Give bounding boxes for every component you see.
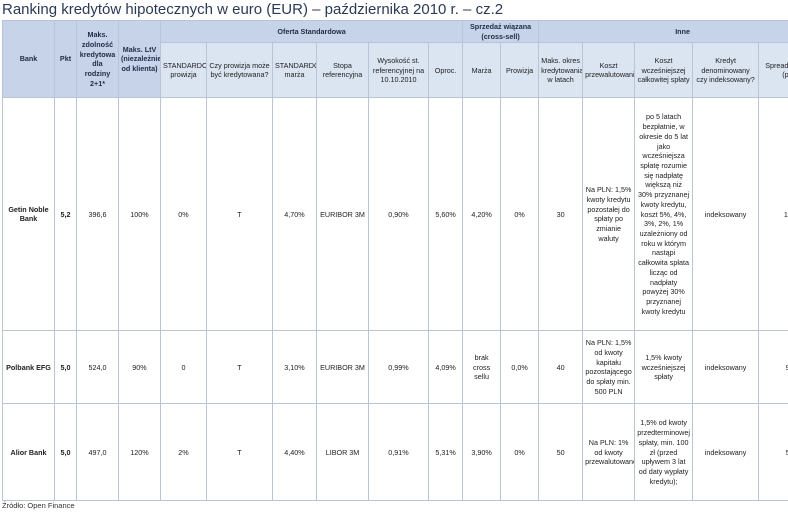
header-przewalutowanie: Koszt przewalutowania [582, 42, 636, 99]
header-zdolnosc: Maks. zdolność kredytowa dla rodziny 2+1… [76, 19, 119, 99]
cell-oproc: 5,60% [427, 97, 464, 332]
cell-wysokosc: 0,99% [368, 330, 429, 405]
header-spread: Spread walutowy (proc.) [758, 42, 788, 99]
header-oproc: Oproc. [427, 42, 464, 99]
cell-marza: 4,40% [272, 403, 317, 502]
source-note: Źródło: Open Finance [2, 501, 75, 510]
cell-stopa: EURIBOR 3M [316, 330, 369, 405]
cell-spread: 10,11 [758, 97, 788, 332]
cell-wysokosc: 0,90% [368, 97, 429, 332]
cell-denominowany: indeksowany [692, 97, 760, 332]
cell-marza: 3,10% [272, 330, 317, 405]
table-row: Polbank EFG 5,0 524,0 90% 0 T 3,10% EURI… [2, 330, 788, 405]
group-sprzedaz-wiazana: Sprzedaż wiązana (cross-sell) [462, 19, 540, 44]
header-stopa: Stopa referencyjna [316, 42, 369, 99]
cell-stopa: EURIBOR 3M [316, 97, 369, 332]
cell-pkt: 5,2 [54, 97, 77, 332]
header-cs-prowizja: Prowizja [500, 42, 540, 99]
table-row: Getin Noble Bank 5,2 396,6 100% 0% T 4,7… [2, 97, 788, 332]
cell-cs-prowizja: 0% [500, 97, 540, 332]
cell-cs-marza: 3,90% [462, 403, 502, 502]
cell-denominowany: indeksowany [692, 330, 760, 405]
header-splata: Koszt wcześniejszej całkowitej spłaty [634, 42, 694, 99]
group-oferta-standardowa: Oferta Standardowa [159, 19, 464, 44]
cell-zdolnosc: 396,6 [76, 97, 119, 332]
header-denominowany: Kredyt denominowany czy indeksowany? [692, 42, 760, 99]
cell-prowizja: 2% [160, 403, 207, 502]
header-ltv: Maks. LtV (niezależnie od klienta) [118, 19, 161, 99]
cell-okres: 40 [538, 330, 584, 405]
header-kredytowana: Czy prowizja może być kredytowana? [206, 42, 273, 99]
cell-splata: 1,5% kwoty wcześniejszej spłaty [634, 330, 694, 405]
cell-pkt: 5,0 [54, 403, 77, 502]
page-title: Ranking kredytów hipotecznych w euro (EU… [2, 1, 504, 18]
cell-przewalutowanie: Na PLN: 1,5% od kwoty kapitału pozostają… [582, 330, 636, 405]
cell-marza: 4,70% [272, 97, 317, 332]
header-pkt: Pkt [54, 19, 77, 99]
cell-prowizja: 0% [160, 97, 207, 332]
cell-oproc: 4,09% [427, 330, 464, 405]
cell-cs-prowizja: 0,0% [500, 330, 540, 405]
header-marza: STANDARDOWA marża [272, 42, 317, 99]
cell-bank: Alior Bank [2, 403, 55, 502]
cell-prowizja: 0 [160, 330, 207, 405]
cell-zdolnosc: 524,0 [76, 330, 119, 405]
header-bank: Bank [2, 19, 55, 99]
cell-cs-prowizja: 0% [500, 403, 540, 502]
cell-bank: Polbank EFG [2, 330, 55, 405]
cell-oproc: 5,31% [427, 403, 464, 502]
header-okres: Maks. okres kredytowania w latach [538, 42, 584, 99]
cell-denominowany: indeksowany [692, 403, 760, 502]
cell-przewalutowanie: Na PLN: 1% od kwoty przewalutowanej [582, 403, 636, 502]
cell-okres: 50 [538, 403, 584, 502]
cell-przewalutowanie: Na PLN: 1,5% kwoty kredytu pozostałej do… [582, 97, 636, 332]
cell-cs-marza: 4,20% [462, 97, 502, 332]
ranking-table: Bank Pkt Maks. zdolność kredytowa dla ro… [2, 19, 788, 502]
cell-zdolnosc: 497,0 [76, 403, 119, 502]
cell-okres: 30 [538, 97, 584, 332]
cell-splata: po 5 latach bezpłatnie, w okresie do 5 l… [634, 97, 694, 332]
cell-pkt: 5,0 [54, 330, 77, 405]
header-wysokosc: Wysokość st. referencyjnej na 10.10.2010 [368, 42, 429, 99]
cell-wysokosc: 0,91% [368, 403, 429, 502]
cell-kredytowana: T [206, 97, 273, 332]
cell-ltv: 90% [118, 330, 161, 405]
cell-kredytowana: T [206, 403, 273, 502]
table-row: Alior Bank 5,0 497,0 120% 2% T 4,40% LIB… [2, 403, 788, 502]
cell-cs-marza: brak cross sellu [462, 330, 502, 405]
cell-stopa: LIBOR 3M [316, 403, 369, 502]
header-prowizja: STANDARDOWA prowizja [160, 42, 207, 99]
cell-spread: 9,37 [758, 330, 788, 405]
cell-ltv: 120% [118, 403, 161, 502]
header-cs-marza: Marża [462, 42, 502, 99]
cell-ltv: 100% [118, 97, 161, 332]
group-inne: Inne [538, 19, 788, 44]
cell-kredytowana: T [206, 330, 273, 405]
cell-bank: Getin Noble Bank [2, 97, 55, 332]
cell-spread: 5,46 [758, 403, 788, 502]
cell-splata: 1,5% od kwoty przedterminowej spłaty, mi… [634, 403, 694, 502]
